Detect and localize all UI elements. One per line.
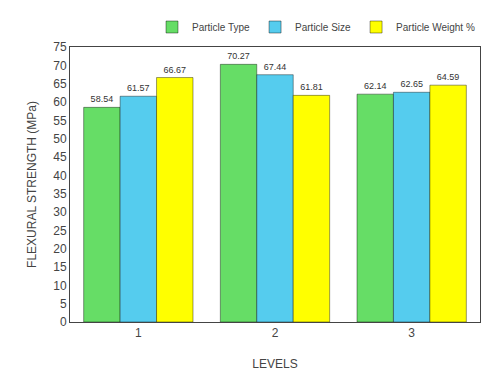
svg-text:50: 50 [53,132,67,146]
svg-text:65: 65 [53,77,67,91]
svg-text:40: 40 [53,169,67,183]
svg-text:5: 5 [60,297,67,311]
svg-text:1: 1 [135,326,142,340]
svg-text:15: 15 [53,260,67,274]
svg-text:75: 75 [53,40,67,54]
svg-text:LEVELS: LEVELS [252,357,297,371]
svg-text:58.54: 58.54 [91,94,114,104]
svg-text:66.67: 66.67 [164,65,187,75]
svg-text:Particle Type: Particle Type [192,22,250,33]
svg-text:2: 2 [272,326,279,340]
svg-text:62.65: 62.65 [400,79,423,89]
svg-text:30: 30 [53,205,67,219]
svg-text:60: 60 [53,95,67,109]
svg-text:3: 3 [408,326,415,340]
svg-text:Particle Size: Particle Size [295,22,351,33]
svg-text:64.59: 64.59 [437,72,460,82]
svg-text:70: 70 [53,59,67,73]
svg-text:35: 35 [53,187,67,201]
svg-text:FLEXURAL STRENGTH (MPa): FLEXURAL STRENGTH (MPa) [25,101,39,268]
svg-text:20: 20 [53,242,67,256]
svg-text:61.57: 61.57 [127,83,150,93]
svg-text:10: 10 [53,279,67,293]
svg-text:25: 25 [53,224,67,238]
svg-text:Particle Weight %: Particle Weight % [396,22,475,33]
svg-text:67.44: 67.44 [264,62,287,72]
svg-text:70.27: 70.27 [227,51,250,61]
svg-text:62.14: 62.14 [364,81,387,91]
svg-text:45: 45 [53,150,67,164]
svg-text:55: 55 [53,114,67,128]
svg-text:0: 0 [60,315,67,329]
svg-text:61.81: 61.81 [300,82,323,92]
